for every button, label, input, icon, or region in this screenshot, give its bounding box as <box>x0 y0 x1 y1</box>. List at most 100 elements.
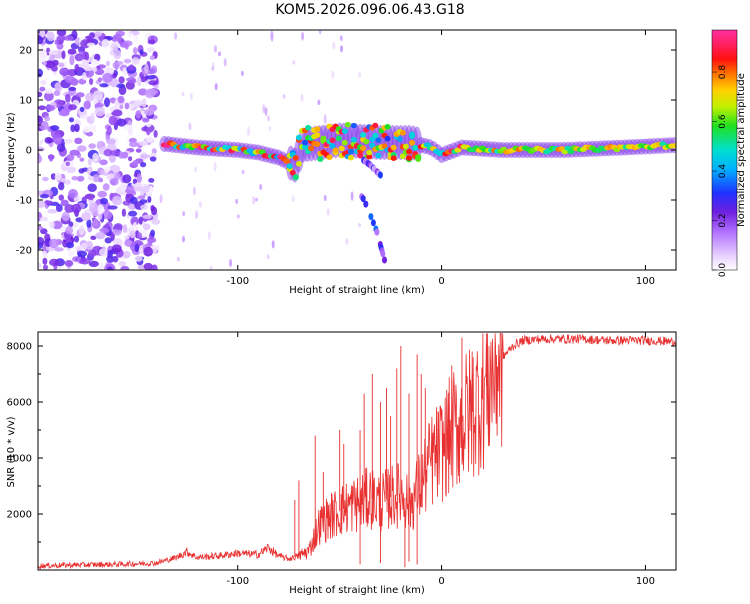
speckle <box>247 126 251 136</box>
noise-blob <box>44 115 50 122</box>
noise-blob <box>105 60 110 67</box>
spectrogram-ytick-label: -20 <box>16 246 32 257</box>
speckle <box>331 70 335 79</box>
noise-blob <box>106 125 112 136</box>
noise-blob <box>107 266 113 270</box>
noise-blob <box>136 76 142 87</box>
noise-blob <box>60 178 68 183</box>
spectrogram-marks <box>38 30 676 270</box>
noise-blob <box>53 90 61 97</box>
noise-blob <box>118 183 127 191</box>
noise-blob <box>118 261 127 267</box>
speckle <box>213 161 217 172</box>
noise-blob <box>115 83 126 88</box>
spectrogram-ytick-label: 20 <box>19 46 32 57</box>
noise-blob <box>153 130 158 138</box>
carrier-blob <box>329 137 336 144</box>
speckle <box>266 254 270 260</box>
noise-blob <box>58 194 64 201</box>
noise-blob <box>94 106 105 117</box>
noise-blob <box>113 34 122 40</box>
noise-blob <box>89 202 98 213</box>
speckle <box>159 194 163 204</box>
noise-blob <box>69 55 75 66</box>
noise-blob <box>85 92 95 102</box>
noise-blob <box>117 95 125 104</box>
noise-blob <box>86 240 93 251</box>
noise-blob <box>65 75 76 84</box>
carrier-blob <box>406 148 412 155</box>
noise-blob <box>49 154 54 162</box>
noise-blob <box>106 138 116 145</box>
noise-blob <box>92 66 98 73</box>
noise-blob <box>137 232 143 240</box>
carrier-blob <box>671 143 676 149</box>
speckle <box>270 30 274 40</box>
carrier-blob <box>295 134 302 141</box>
noise-blob <box>73 235 80 243</box>
speckle <box>218 51 221 57</box>
speckle <box>318 30 322 35</box>
noise-blob <box>38 262 42 269</box>
noise-blob <box>128 64 135 71</box>
noise-blob <box>123 124 133 130</box>
noise-blob <box>38 147 45 152</box>
speckle <box>252 196 256 205</box>
noise-blob <box>40 80 47 85</box>
noise-blob <box>99 227 109 233</box>
noise-blob <box>111 244 122 253</box>
noise-blob <box>38 105 47 111</box>
carrier-blob <box>360 132 367 138</box>
noise-blob <box>139 49 144 55</box>
colorbar-gradient <box>712 30 737 270</box>
colorbar-tick-label: 0.4 <box>718 164 728 179</box>
noise-blob <box>107 205 118 210</box>
carrier-blob <box>402 143 409 150</box>
speckle <box>300 94 304 102</box>
carrier-blob <box>302 144 308 150</box>
noise-blob <box>97 77 103 82</box>
noise-blob <box>54 172 62 181</box>
speckle <box>340 45 343 53</box>
carrier-blob <box>396 136 403 142</box>
speckle <box>235 198 239 205</box>
carrier-blob <box>375 152 382 159</box>
noise-blob <box>52 134 63 145</box>
noise-blob <box>150 205 155 212</box>
noise-blob <box>113 49 122 60</box>
noise-blob <box>133 101 143 107</box>
carrier-blob <box>314 141 321 147</box>
carrier-blob <box>360 145 367 151</box>
carrier-blob <box>384 124 391 130</box>
speckle <box>240 70 244 77</box>
noise-blob <box>99 83 109 88</box>
noise-blob <box>75 217 84 223</box>
noise-blob <box>58 110 70 117</box>
noise-blob <box>148 80 159 86</box>
noise-blob <box>73 197 80 203</box>
noise-blob <box>118 76 125 84</box>
noise-blob <box>54 247 64 252</box>
noise-blob <box>50 173 57 180</box>
noise-blob <box>124 185 136 195</box>
carrier-blob <box>258 149 266 155</box>
speckle <box>188 122 192 131</box>
noise-blob <box>56 35 66 42</box>
noise-blob <box>132 178 138 185</box>
noise-blob <box>146 75 157 80</box>
noise-blob <box>38 225 43 231</box>
noise-blob <box>148 178 155 183</box>
noise-blob <box>97 190 107 198</box>
carrier-blob <box>409 131 415 138</box>
noise-blob <box>123 235 130 240</box>
noise-blob <box>65 93 71 103</box>
noise-blob <box>79 106 85 112</box>
noise-blob <box>149 55 156 61</box>
noise-blob <box>98 177 104 183</box>
noise-blob <box>142 185 150 193</box>
snr-background <box>38 332 676 570</box>
speckle <box>323 114 327 124</box>
